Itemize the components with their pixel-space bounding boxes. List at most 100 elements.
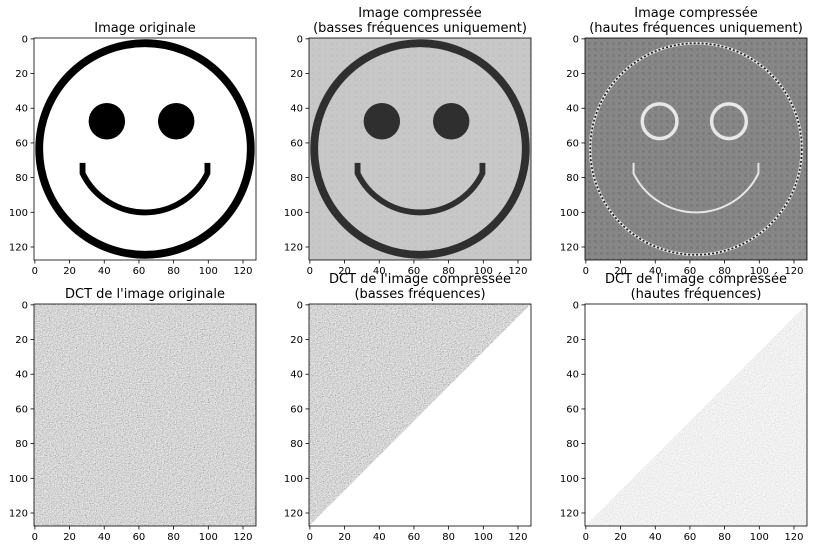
axes-frame [584,37,808,261]
y-tick-label: 40 [566,370,579,381]
chart-title: Image originale [94,21,195,36]
chart-title: (hautes fréquences uniquement) [589,21,803,36]
y-tick-label: 40 [290,370,303,381]
image-background [34,38,256,260]
y-tick-label: 0 [573,34,579,45]
x-tick-label: 60 [408,532,421,543]
x-tick-label: 120 [508,532,527,543]
y-tick-label: 60 [290,404,303,415]
x-tick-label: 120 [784,532,803,543]
y-tick-label: 0 [297,300,303,311]
y-tick-label: 100 [560,208,579,219]
right-eye [158,103,195,140]
x-tick-label: 80 [442,532,455,543]
axes-frame [584,303,808,527]
y-tick-label: 40 [15,370,28,381]
chart-title: DCT de l'image compressée [329,272,511,287]
axes-frame [308,303,532,527]
x-tick-label: 60 [133,266,146,277]
y-tick-label: 0 [22,34,28,45]
y-tick-label: 20 [15,69,28,80]
mouth [632,162,760,214]
y-tick-label: 120 [9,242,28,253]
chart-title: (hautes fréquences) [631,287,762,302]
chart-title: DCT de l'image compressée [605,272,787,287]
x-tick-label: 80 [718,532,731,543]
panel-dcthigh: 0 20 40 60 80 100 120 0 20 40 60 80 100 120 DCT de l'i… [560,272,808,543]
axes-frame [33,303,257,527]
y-tick-label: 20 [15,335,28,346]
x-tick-label: 100 [199,266,218,277]
x-tick-label: 40 [373,532,386,543]
panel-dctlow: 0 20 40 60 80 100 120 0 20 40 60 80 100 120 DCT de l'i… [284,272,532,543]
x-tick-label: 0 [583,532,589,543]
x-tick-label: 60 [684,266,697,277]
x-tick-label: 40 [98,532,111,543]
image-texture [309,38,531,260]
face-outline [310,39,530,259]
y-tick-label: 40 [566,104,579,115]
y-tick-label: 60 [15,138,28,149]
y-tick-label: 100 [560,474,579,485]
x-tick-label: 120 [233,532,252,543]
face-outline [35,39,255,259]
x-tick-label: 80 [167,266,180,277]
chart-title: (basses fréquences) [354,287,485,302]
y-tick-label: 40 [15,104,28,115]
right-eye [709,102,749,141]
image-dcthigh [585,304,807,526]
x-tick-label: 60 [133,532,146,543]
image-texture [585,38,807,260]
y-tick-label: 60 [290,138,303,149]
x-tick-label: 60 [684,532,697,543]
y-tick-label: 80 [290,173,303,184]
y-tick-label: 60 [15,404,28,415]
x-tick-label: 80 [442,266,455,277]
dct-coefficients [34,304,256,526]
panel-high: 0 20 40 60 80 100 120 0 20 40 60 80 100 120 Image comp… [560,6,808,277]
y-tick-label: 20 [566,335,579,346]
y-tick-label: 60 [566,404,579,415]
x-tick-label: 0 [583,266,589,277]
x-tick-label: 100 [750,266,769,277]
x-tick-label: 20 [63,532,76,543]
chart-title: (basses fréquences uniquement) [313,21,527,36]
x-tick-label: 20 [63,266,76,277]
y-tick-label: 20 [290,335,303,346]
y-tick-label: 0 [22,300,28,311]
right-eye [433,103,470,140]
x-tick-label: 40 [649,532,662,543]
y-tick-label: 120 [284,242,303,253]
chart-title: Image compressée [358,6,481,21]
left-eye [640,102,679,141]
x-tick-label: 0 [307,266,313,277]
image-orig [34,38,256,260]
panel-dct: 0 20 40 60 80 100 120 0 20 40 60 80 100 120 DCT de l'i… [9,287,257,543]
chart-title: Image compressée [634,6,757,21]
y-tick-label: 0 [297,34,303,45]
x-tick-label: 100 [199,532,218,543]
y-tick-label: 20 [566,69,579,80]
x-tick-label: 0 [32,532,38,543]
x-tick-label: 20 [614,532,627,543]
y-tick-label: 80 [290,439,303,450]
x-tick-label: 100 [474,532,493,543]
y-tick-label: 100 [9,474,28,485]
x-tick-label: 0 [307,532,313,543]
x-tick-label: 80 [167,532,180,543]
left-eye [88,103,126,140]
x-tick-label: 120 [784,266,803,277]
face-outline-detail [589,42,803,256]
y-tick-label: 60 [566,138,579,149]
y-tick-label: 100 [9,208,28,219]
chart-title: DCT de l'image originale [65,287,225,302]
panel-orig: 0 20 40 60 80 100 120 0 20 40 60 80 100 120 Image orig… [9,21,257,277]
x-tick-label: 120 [233,266,252,277]
x-tick-label: 40 [649,266,662,277]
x-tick-label: 100 [750,532,769,543]
y-tick-label: 120 [284,508,303,519]
image-dctlow [309,304,531,526]
x-tick-label: 60 [408,266,421,277]
x-tick-label: 0 [32,266,38,277]
y-tick-label: 100 [284,208,303,219]
